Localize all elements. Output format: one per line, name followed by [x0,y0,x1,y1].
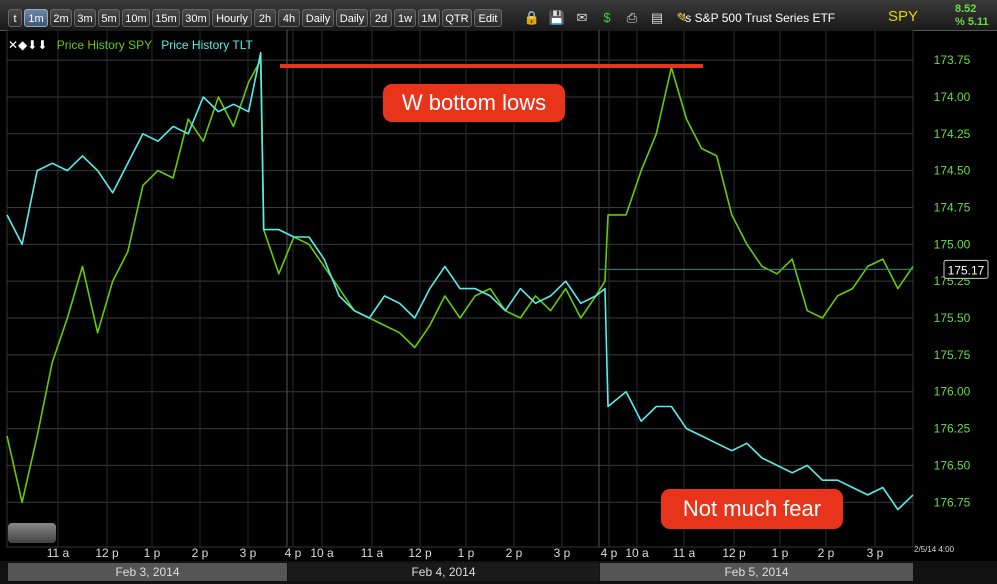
change-percent: % 5.11 [955,16,989,28]
lock-icon[interactable]: 🔒 [523,10,541,25]
timeframe-button-10[interactable]: 4h [278,9,300,27]
x-tick-label: 4 p [285,546,302,560]
timeframe-button-8[interactable]: Hourly [212,9,252,27]
chart-legend: ✕◆⬇⬇ Price History SPY Price History TLT [8,38,253,52]
card-icon[interactable]: ▤ [650,10,664,25]
x-tick-label: 2 p [192,546,209,560]
legend-spy: Price History SPY [56,38,152,52]
x-tick-label: 12 p [95,546,119,560]
y-tick-label: 175.00 [934,237,971,251]
date-label: Feb 4, 2014 [288,563,599,581]
print-icon[interactable]: ⎙ [626,10,638,25]
legend-controls[interactable]: ✕◆⬇⬇ [8,38,48,52]
date-label: Feb 5, 2014 [600,563,913,581]
x-tick-label: 12 p [722,546,746,560]
x-tick-label: 3 p [554,546,571,560]
timeframe-button-13[interactable]: 2d [370,9,392,27]
x-tick-label: 1 p [458,546,475,560]
x-tick-label: 2 p [818,546,835,560]
timeframe-button-1[interactable]: 1m [24,9,48,27]
timeframe-button-3[interactable]: 3m [74,9,96,27]
y-tick-label: 176.25 [934,422,971,436]
y-tick-label: 175.75 [934,348,971,362]
annotation-not-much-fear: Not much fear [661,489,843,529]
y-tick-label: 176.75 [934,495,971,509]
timeframe-button-7[interactable]: 30m [182,9,210,27]
instrument-title: 's S&P 500 Trust Series ETF [683,11,836,25]
timeframe-button-14[interactable]: 1w [394,9,416,27]
x-tick-label: 11 a [673,546,696,560]
timeframe-button-4[interactable]: 5m [98,9,120,27]
save-icon[interactable]: 💾 [548,10,566,25]
timeframe-button-6[interactable]: 15m [152,9,180,27]
timeframe-button-12[interactable]: Daily [336,9,368,27]
timeframe-button-5[interactable]: 10m [122,9,150,27]
timeframe-button-17[interactable]: Edit [474,9,502,27]
y-tick-label: 176.50 [934,458,971,472]
spy-series-line [6,59,914,504]
scroll-handle[interactable] [8,523,56,543]
change-value: 8.52 [955,3,977,15]
date-label: Feb 3, 2014 [8,563,287,581]
y-tick-label: 176.00 [934,385,971,399]
y-tick-label: 173.75 [934,53,971,67]
timeframe-button-11[interactable]: Daily [302,9,334,27]
y-tick-label: 175.50 [934,311,971,325]
x-tick-label: 1 p [144,546,161,560]
mail-icon[interactable]: ✉ [576,10,588,25]
legend-tlt: Price History TLT [161,38,253,52]
current-price-tag: 175.17 [948,263,985,277]
timeframe-button-9[interactable]: 2h [254,9,276,27]
symbol-label[interactable]: SPY [888,8,919,25]
x-tick-label: 4 p [601,546,618,560]
x-tick-label: 12 p [408,546,432,560]
pencil-icon[interactable]: ✎ [676,10,688,25]
price-chart[interactable]: 173.75 174.00 174.25 174.50 174.75 175.00 175.… [0,30,997,561]
y-tick-label: 174.00 [934,90,971,104]
x-tick-label: 2 p [506,546,523,560]
y-tick-label: 174.75 [934,200,971,214]
dollar-icon[interactable]: $ [603,10,611,25]
x-tick-label: 11 a [47,546,70,560]
toolbar: t 1m 2m 3m 5m 10m 15m 30m Hourly 2h 4h Daily Daily 2d… [0,0,997,31]
x-tick-label: 3 p [240,546,257,560]
current-price-tag-box [943,259,989,279]
timeframe-button-15[interactable]: 1M [418,9,440,27]
timeframe-button-2[interactable]: 2m [50,9,72,27]
y-tick-label: 174.25 [934,127,971,141]
x-tick-label: 1 p [772,546,789,560]
timestamp-label: 2/5/14 4:00 [914,545,955,554]
x-tick-label: 11 a [361,546,384,560]
x-tick-label: 10 a [625,546,649,560]
timeframe-button-16[interactable]: QTR [442,9,472,27]
x-tick-label: 3 p [867,546,884,560]
timeframe-button-0[interactable]: t [8,9,22,27]
x-tick-label: 10 a [310,546,334,560]
y-tick-label: 174.50 [934,164,971,178]
tlt-series-line [6,51,914,511]
annotation-w-bottom-lows: W bottom lows [383,84,565,122]
